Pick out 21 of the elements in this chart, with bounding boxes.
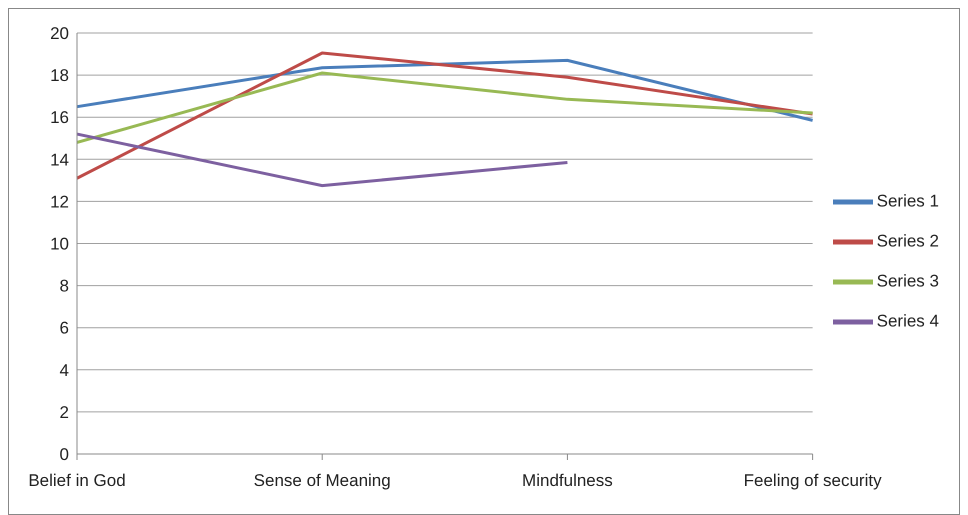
line-series [76,51,814,180]
x-tick-label: Sense of Meaning [254,471,391,490]
y-tick-label: 10 [50,234,69,254]
y-tick-label: 18 [50,66,69,86]
y-tick-label: 2 [60,402,69,422]
line-series [76,71,814,144]
y-tick-label: 16 [50,108,69,128]
x-tick-label: Belief in God [28,471,126,490]
y-tick-label: 4 [60,360,69,380]
y-tick-label: 6 [60,318,69,338]
y-tick-label: 20 [50,24,69,44]
y-tick-label: 12 [50,192,69,212]
legend-label: Series 2 [876,230,939,250]
x-tick-label: Feeling of security [744,471,882,490]
y-tick-label: 0 [60,445,69,464]
legend-label: Series 3 [876,270,939,290]
y-tick-label: 14 [50,150,69,170]
y-tick-label: 8 [60,276,69,296]
x-tick-label: Mindfulness [522,471,613,490]
legend-label: Series 1 [876,190,939,210]
legend-label: Series 4 [876,310,939,330]
